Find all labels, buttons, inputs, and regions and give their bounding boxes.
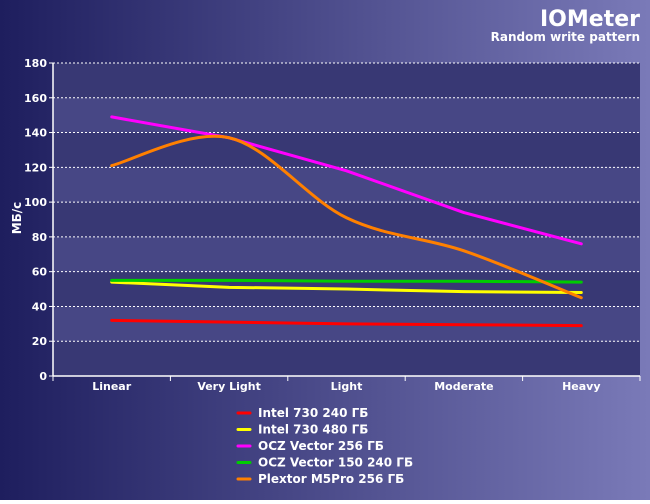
plot-area <box>53 63 640 376</box>
series-line-4 <box>110 278 583 284</box>
x-tick-label: Light <box>331 380 363 393</box>
axes <box>52 63 641 381</box>
chart-title: IOMeter <box>540 7 640 32</box>
legend-label: OCZ Vector 150 240 ГБ <box>258 456 413 470</box>
y-tick-label: 160 <box>24 92 47 105</box>
y-tick-label: 100 <box>24 196 47 209</box>
x-tick-label: Very Light <box>197 380 261 393</box>
y-tick-label: 180 <box>24 57 47 70</box>
y-tick-label: 0 <box>39 370 47 383</box>
legend-label: Intel 730 480 ГБ <box>258 423 368 437</box>
plot-band <box>53 341 640 376</box>
series-line-5 <box>110 134 583 300</box>
plot-band <box>53 132 640 168</box>
legend-label: Plextor M5Pro 256 ГБ <box>258 472 404 486</box>
series-lines <box>110 115 583 328</box>
legend-label: Intel 730 240 ГБ <box>258 406 368 420</box>
plot-band <box>53 236 640 272</box>
x-tick-label: Heavy <box>562 380 600 393</box>
y-tick-label: 40 <box>32 300 48 313</box>
series-line-1 <box>110 318 583 328</box>
y-tick-label: 140 <box>24 127 47 140</box>
y-tick-label: 80 <box>32 231 48 244</box>
plot-band <box>53 202 640 237</box>
series-line-3 <box>110 115 583 246</box>
plot-band <box>53 167 640 203</box>
gridlines <box>53 62 640 342</box>
legend-label: OCZ Vector 256 ГБ <box>258 439 384 453</box>
x-tick-labels: Linear Very Light Light Moderate Heavy <box>92 380 600 393</box>
chart-subtitle: Random write pattern <box>491 30 640 44</box>
y-tick-labels: 0 20 40 60 80 100 120 140 160 180 <box>24 57 53 383</box>
plot-band <box>53 97 640 133</box>
y-tick-label: 120 <box>24 161 47 174</box>
y-tick-label: 60 <box>32 266 48 279</box>
legend: Intel 730 240 ГБ Intel 730 480 ГБ OCZ Vect… <box>236 406 413 486</box>
plot-band <box>53 63 640 98</box>
x-tick-label: Linear <box>92 380 131 393</box>
x-tick-label: Moderate <box>434 380 493 393</box>
y-tick-label: 20 <box>32 335 48 348</box>
y-axis-label: МБ/с <box>10 202 24 235</box>
series-line-2 <box>110 280 583 295</box>
